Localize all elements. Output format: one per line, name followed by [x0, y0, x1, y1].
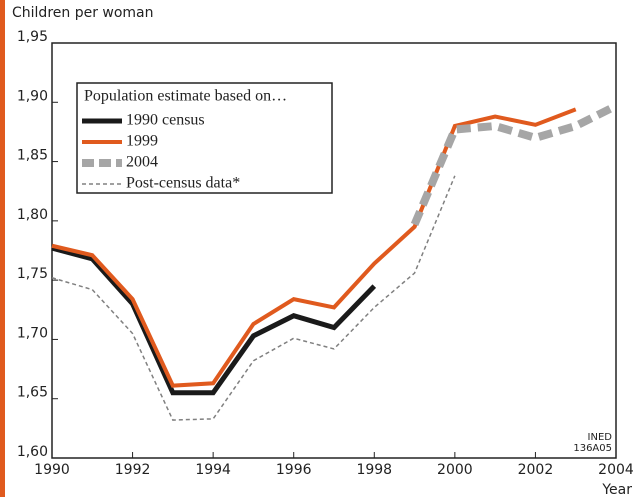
y-tick-label: 1,95 [17, 29, 48, 45]
y-axis-label: Children per woman [12, 5, 154, 21]
x-tick-label: 2000 [437, 462, 473, 478]
x-tick-label: 1992 [115, 462, 151, 478]
legend-label: 2004 [126, 154, 158, 171]
x-tick-label: 2004 [598, 462, 633, 478]
x-tick-label: 1994 [195, 462, 231, 478]
y-tick-label: 1,90 [17, 88, 48, 104]
y-tick-label: 1,60 [17, 444, 48, 460]
x-tick-label: 1998 [356, 462, 392, 478]
legend-title: Population estimate based on… [84, 88, 287, 105]
y-tick-label: 1,70 [17, 325, 48, 341]
y-tick-label: 1,75 [17, 266, 48, 282]
y-tick-label: 1,85 [17, 148, 48, 164]
annotation: 136A05 [573, 443, 612, 454]
legend-label: 1990 census [126, 112, 205, 129]
legend-box [76, 82, 333, 194]
side-bar [0, 0, 5, 497]
series-line [51, 175, 456, 421]
x-tick-label: 1996 [276, 462, 312, 478]
y-tick-label: 1,80 [17, 207, 48, 223]
series-line [410, 102, 618, 226]
legend-label: Post-census data* [126, 175, 240, 192]
legend-label: 1999 [126, 133, 158, 150]
series-line [51, 107, 577, 388]
x-tick-label: 2002 [518, 462, 554, 478]
x-tick-label: 1990 [34, 462, 70, 478]
x-axis-label: Year [601, 482, 632, 497]
annotation: INED [588, 432, 613, 443]
y-tick-label: 1,65 [17, 385, 48, 401]
series-line [51, 245, 377, 396]
